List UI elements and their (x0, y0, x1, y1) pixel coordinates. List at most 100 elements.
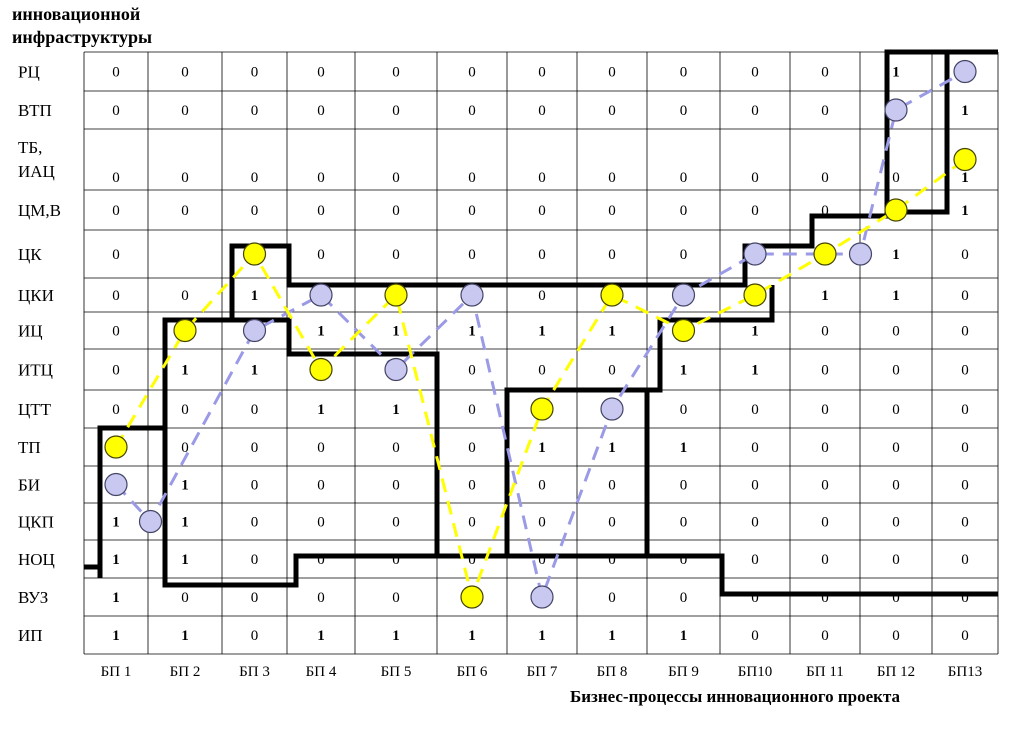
cell-value: 0 (608, 103, 616, 119)
boundary-lines (84, 49, 998, 597)
blue-path-marker (138, 509, 163, 534)
cell-value: 0 (608, 170, 616, 186)
cell-value: 0 (751, 515, 759, 531)
row-label: ИП (18, 626, 43, 645)
cell-value: 0 (468, 478, 476, 494)
cell-value: 0 (468, 440, 476, 456)
cell-value: 0 (680, 552, 688, 568)
blue-path-marker (104, 472, 128, 497)
yellow-path-marker (242, 242, 267, 266)
cell-value: 0 (538, 103, 546, 119)
cell-value: 0 (961, 247, 969, 263)
column-label: БП 12 (877, 664, 915, 680)
cell-value: 0 (112, 363, 120, 379)
yellow-path-marker (743, 283, 767, 307)
cell-value: 0 (468, 515, 476, 531)
cell-value: 0 (821, 440, 829, 456)
cell-value: 0 (751, 478, 759, 494)
cell-value: 1 (892, 247, 900, 263)
cell-value: 1 (892, 65, 900, 81)
row-label: ЦКИ (18, 286, 54, 305)
cell-value: 0 (821, 324, 829, 340)
cell-value: 0 (538, 170, 546, 186)
cell-value: 1 (892, 288, 900, 304)
cell-value: 0 (468, 247, 476, 263)
cell-value: 0 (317, 515, 325, 531)
cell-value: 0 (392, 170, 400, 186)
cell-value: 0 (251, 203, 259, 219)
cell-value: 0 (680, 247, 688, 263)
cell-value: 0 (751, 103, 759, 119)
column-label: БП 6 (457, 664, 488, 680)
row-label: ВТП (18, 101, 52, 120)
cell-value: 0 (961, 515, 969, 531)
cell-value: 0 (608, 65, 616, 81)
cell-value: 0 (892, 170, 900, 186)
cell-value: 1 (392, 628, 400, 644)
row-label: ЦКП (18, 513, 54, 532)
cell-value: 0 (608, 247, 616, 263)
cell-value: 0 (468, 402, 476, 418)
row-label: ЦМ,В (18, 201, 61, 220)
cell-value: 0 (251, 103, 259, 119)
blue-path-marker (884, 98, 908, 122)
row-label: ИЦ (18, 322, 43, 341)
cell-value: 1 (181, 628, 189, 644)
blue-path-marker (848, 242, 873, 266)
cell-value: 0 (317, 103, 325, 119)
cell-value: 1 (468, 628, 476, 644)
cell-value: 0 (538, 65, 546, 81)
cell-value: 1 (392, 402, 400, 418)
cell-value: 0 (538, 247, 546, 263)
cell-value: 0 (468, 203, 476, 219)
cell-value: 0 (961, 552, 969, 568)
cell-value: 0 (317, 247, 325, 263)
cell-value: 0 (112, 103, 120, 119)
column-label: БП 1 (101, 664, 132, 680)
cell-value: 1 (608, 628, 616, 644)
cell-value: 0 (392, 103, 400, 119)
cell-value: 0 (317, 478, 325, 494)
yellow-path-marker (600, 283, 624, 307)
cell-value: 0 (821, 628, 829, 644)
row-label: НОЦ (18, 550, 55, 569)
cell-value: 0 (468, 170, 476, 186)
cell-value: 0 (892, 628, 900, 644)
cell-value: 0 (821, 402, 829, 418)
cell-value: 0 (112, 247, 120, 263)
cell-value: 0 (392, 247, 400, 263)
cell-value: 0 (961, 440, 969, 456)
cell-value: 1 (680, 628, 688, 644)
cell-value: 0 (468, 552, 476, 568)
cell-value: 0 (892, 478, 900, 494)
cell-value: 0 (680, 402, 688, 418)
cell-value: 0 (181, 170, 189, 186)
column-label: БП 4 (306, 664, 337, 680)
cell-value: 0 (112, 65, 120, 81)
row-label: ТП (18, 438, 41, 457)
cell-value: 0 (608, 363, 616, 379)
cell-value: 0 (538, 515, 546, 531)
cell-value: 0 (392, 478, 400, 494)
cell-value: 0 (251, 170, 259, 186)
cell-value: 0 (251, 552, 259, 568)
cell-value: 0 (251, 65, 259, 81)
cell-value: 0 (961, 402, 969, 418)
cell-value: 0 (751, 552, 759, 568)
cell-value: 0 (181, 203, 189, 219)
cell-value: 0 (751, 402, 759, 418)
cell-value: 0 (251, 628, 259, 644)
cell-value: 1 (112, 552, 120, 568)
cell-value: 1 (317, 402, 325, 418)
cell-value: 0 (112, 170, 120, 186)
cell-value: 0 (821, 203, 829, 219)
inner-boundary (232, 52, 950, 556)
cell-value: 0 (251, 440, 259, 456)
cell-value: 0 (751, 590, 759, 606)
cell-value: 0 (892, 590, 900, 606)
column-label: БП 2 (170, 664, 201, 680)
cell-value: 0 (317, 590, 325, 606)
cell-value: 0 (251, 515, 259, 531)
cell-value: 0 (392, 440, 400, 456)
cell-value: 1 (317, 324, 325, 340)
